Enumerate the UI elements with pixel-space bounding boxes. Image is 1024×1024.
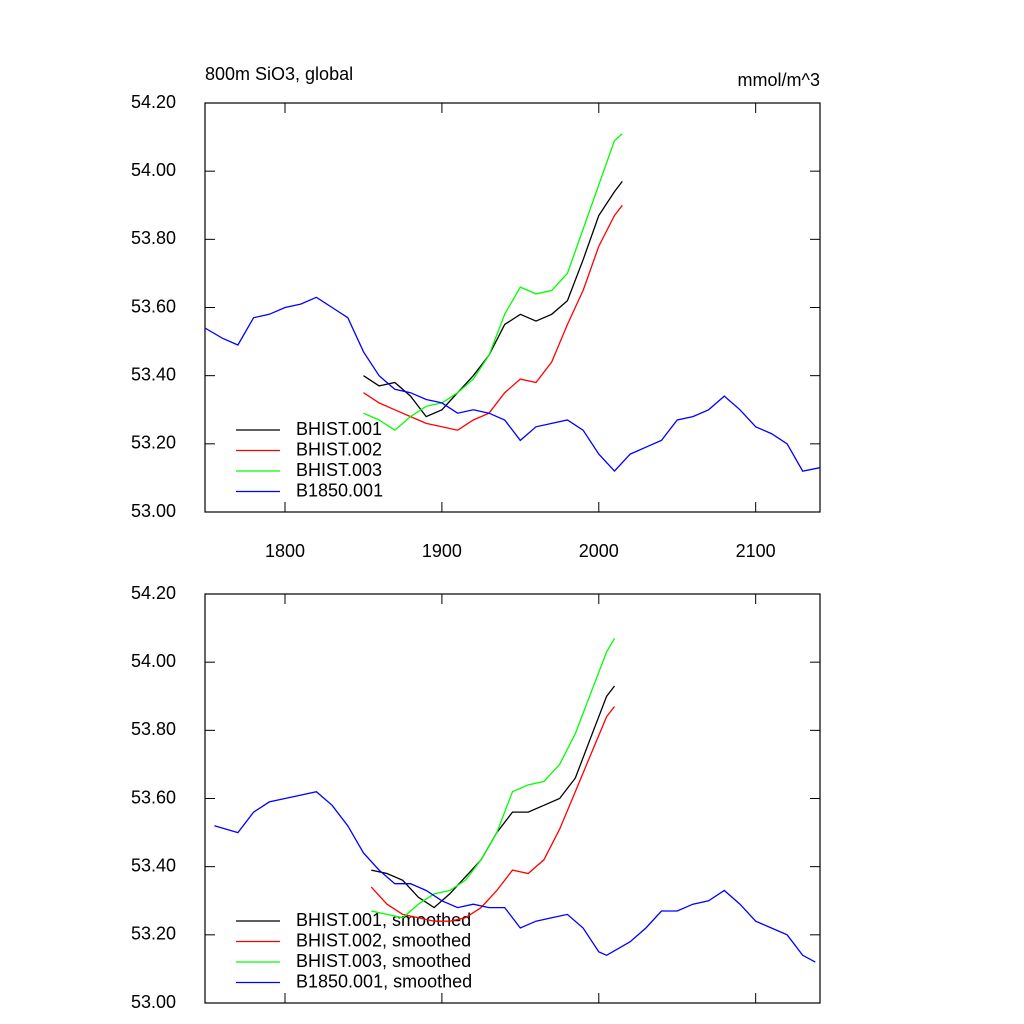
legend-label: B1850.001 xyxy=(296,480,383,500)
chart-title: 800m SiO3, global xyxy=(205,64,353,84)
legend-label: BHIST.002 xyxy=(296,439,382,459)
legend-label: BHIST.003, smoothed xyxy=(296,951,471,971)
data-line xyxy=(371,637,616,919)
y-tick-label: 53.00 xyxy=(131,501,176,521)
y-tick-label: 53.80 xyxy=(131,719,176,739)
legend-label: BHIST.001 xyxy=(296,419,382,439)
x-tick-label: 1800 xyxy=(265,541,305,561)
y-tick-label: 53.40 xyxy=(131,364,176,384)
data-line xyxy=(204,296,821,473)
x-tick-label: 2100 xyxy=(736,541,776,561)
y-tick-label: 53.20 xyxy=(131,433,176,453)
legend-label: BHIST.001, smoothed xyxy=(296,910,471,930)
data-line xyxy=(363,181,623,418)
x-tick-label: 1900 xyxy=(422,541,462,561)
legend-label: B1850.001, smoothed xyxy=(296,971,472,991)
y-tick-label: 54.20 xyxy=(131,92,176,112)
units-label: mmol/m^3 xyxy=(738,70,820,90)
y-tick-label: 53.60 xyxy=(131,787,176,807)
data-line xyxy=(370,706,616,922)
data-line xyxy=(214,790,816,963)
legend-label: BHIST.002, smoothed xyxy=(296,930,471,950)
x-tick-label: 2000 xyxy=(579,541,619,561)
y-tick-label: 54.00 xyxy=(131,160,176,180)
y-tick-label: 54.00 xyxy=(131,651,176,671)
data-line xyxy=(363,133,623,432)
y-tick-label: 53.40 xyxy=(131,855,176,875)
y-tick-label: 53.00 xyxy=(131,992,176,1012)
y-tick-label: 54.20 xyxy=(131,583,176,603)
y-tick-label: 53.80 xyxy=(131,228,176,248)
data-line xyxy=(363,204,623,431)
data-line xyxy=(371,685,616,909)
y-tick-label: 53.20 xyxy=(131,924,176,944)
legend-label: BHIST.003 xyxy=(296,460,382,480)
y-tick-label: 53.60 xyxy=(131,296,176,316)
